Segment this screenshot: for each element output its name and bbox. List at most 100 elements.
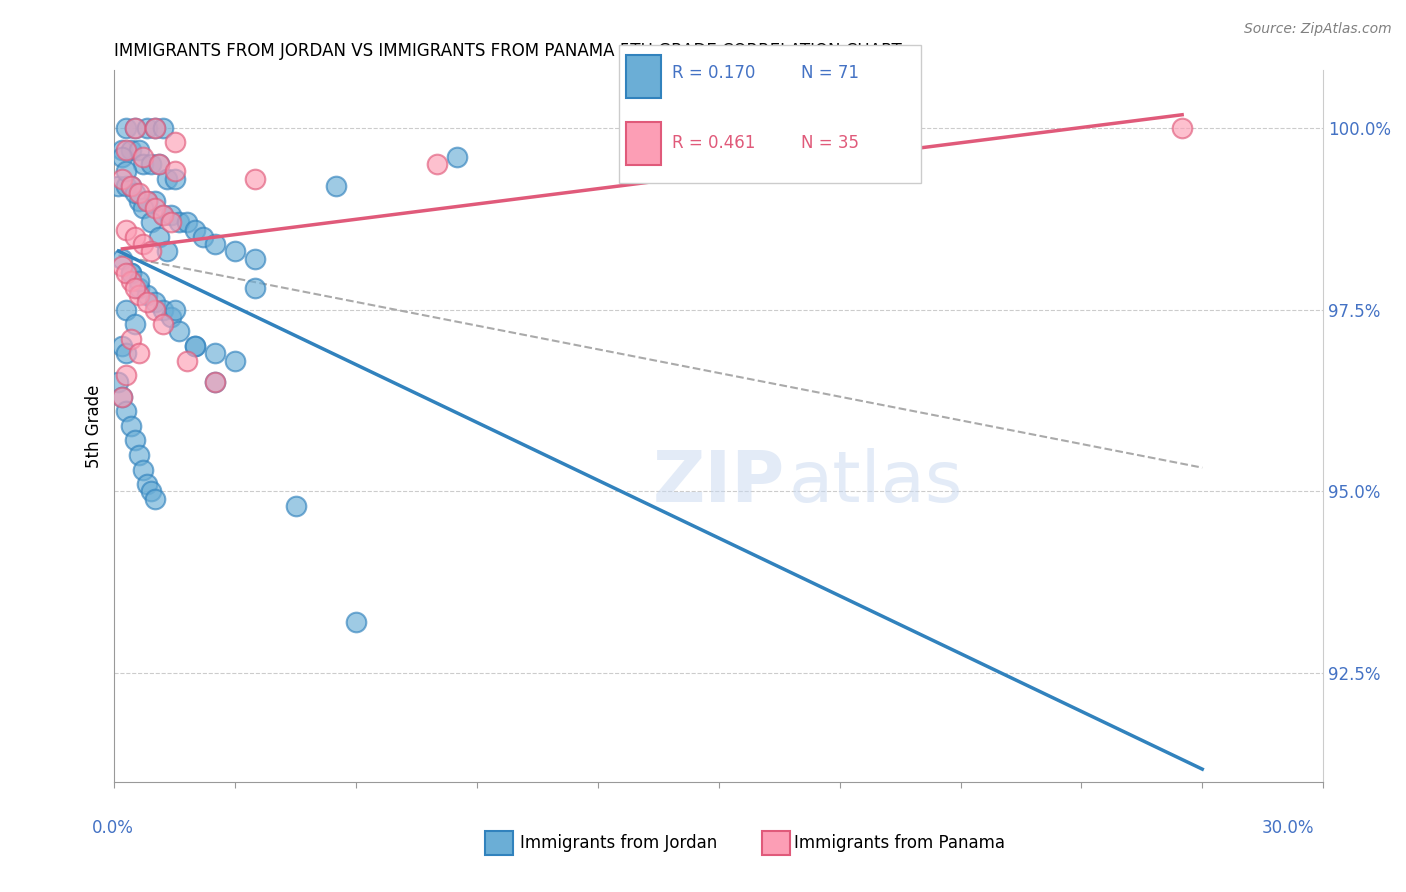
Point <box>176 215 198 229</box>
Point <box>115 120 138 135</box>
Point <box>245 171 267 186</box>
Point <box>120 419 142 434</box>
Text: IMMIGRANTS FROM JORDAN VS IMMIGRANTS FROM PANAMA 5TH GRADE CORRELATION CHART: IMMIGRANTS FROM JORDAN VS IMMIGRANTS FRO… <box>114 42 903 60</box>
Point <box>120 143 142 157</box>
Point <box>135 477 157 491</box>
Point <box>204 376 226 390</box>
Text: N = 71: N = 71 <box>801 64 859 82</box>
Point <box>143 194 166 208</box>
Text: ZIP: ZIP <box>652 449 785 517</box>
Point <box>124 186 146 201</box>
Point <box>128 194 150 208</box>
Point <box>163 136 186 150</box>
Point <box>111 339 134 353</box>
Point <box>139 484 162 499</box>
Point <box>143 120 166 135</box>
Point <box>115 222 138 236</box>
Text: 0.0%: 0.0% <box>91 819 134 837</box>
Point <box>143 120 166 135</box>
Point <box>176 353 198 368</box>
Point <box>131 157 153 171</box>
Point <box>111 150 134 164</box>
Point <box>224 244 246 259</box>
Point <box>245 281 267 295</box>
Point <box>111 390 134 404</box>
Point <box>115 346 138 360</box>
Y-axis label: 5th Grade: 5th Grade <box>86 384 103 467</box>
Text: Immigrants from Panama: Immigrants from Panama <box>794 834 1005 852</box>
Text: atlas: atlas <box>789 449 963 517</box>
Point <box>111 252 134 266</box>
Point <box>120 179 142 194</box>
Point <box>152 208 174 222</box>
Point <box>111 390 134 404</box>
Point <box>124 434 146 448</box>
Point <box>167 215 190 229</box>
Point <box>131 237 153 252</box>
Point <box>131 462 153 476</box>
Point <box>107 179 129 194</box>
Point <box>1191 812 1213 826</box>
Point <box>152 317 174 331</box>
Point <box>139 157 162 171</box>
Point <box>115 404 138 418</box>
Point <box>148 230 170 244</box>
Point <box>111 171 134 186</box>
Point <box>446 150 468 164</box>
Point <box>128 288 150 302</box>
Point <box>120 266 142 280</box>
Point <box>159 215 181 229</box>
Point <box>148 157 170 171</box>
Point <box>115 143 138 157</box>
Point <box>344 615 367 630</box>
Point <box>143 295 166 310</box>
Point <box>135 194 157 208</box>
Point <box>1171 120 1194 135</box>
Point <box>325 179 347 194</box>
Text: R = 0.170: R = 0.170 <box>672 64 755 82</box>
Point <box>135 194 157 208</box>
Point <box>204 346 226 360</box>
Point <box>159 310 181 324</box>
Point <box>111 143 134 157</box>
Point <box>224 353 246 368</box>
Point <box>156 244 179 259</box>
Point <box>128 273 150 287</box>
Point <box>115 164 138 178</box>
Point <box>115 368 138 382</box>
Point <box>128 143 150 157</box>
Point <box>148 157 170 171</box>
Point <box>120 332 142 346</box>
Point <box>115 179 138 194</box>
Text: Source: ZipAtlas.com: Source: ZipAtlas.com <box>1244 22 1392 37</box>
Point <box>167 325 190 339</box>
Point <box>120 266 142 280</box>
Point <box>124 281 146 295</box>
Point <box>245 252 267 266</box>
Point <box>131 150 153 164</box>
Point <box>204 376 226 390</box>
Point <box>124 120 146 135</box>
Point <box>152 302 174 317</box>
Point <box>120 273 142 287</box>
Text: 30.0%: 30.0% <box>1263 819 1315 837</box>
Point <box>163 302 186 317</box>
Point <box>163 164 186 178</box>
Point <box>111 259 134 273</box>
Point <box>128 281 150 295</box>
Point <box>184 339 207 353</box>
Text: R = 0.461: R = 0.461 <box>672 134 755 152</box>
Point <box>143 302 166 317</box>
Text: N = 35: N = 35 <box>801 134 859 152</box>
Point <box>124 230 146 244</box>
Point <box>115 266 138 280</box>
Point <box>184 339 207 353</box>
Point <box>135 120 157 135</box>
Point <box>107 376 129 390</box>
Text: Immigrants from Jordan: Immigrants from Jordan <box>520 834 717 852</box>
Point <box>128 346 150 360</box>
Point <box>143 201 166 215</box>
Point <box>128 186 150 201</box>
Point <box>204 237 226 252</box>
Point <box>143 491 166 506</box>
